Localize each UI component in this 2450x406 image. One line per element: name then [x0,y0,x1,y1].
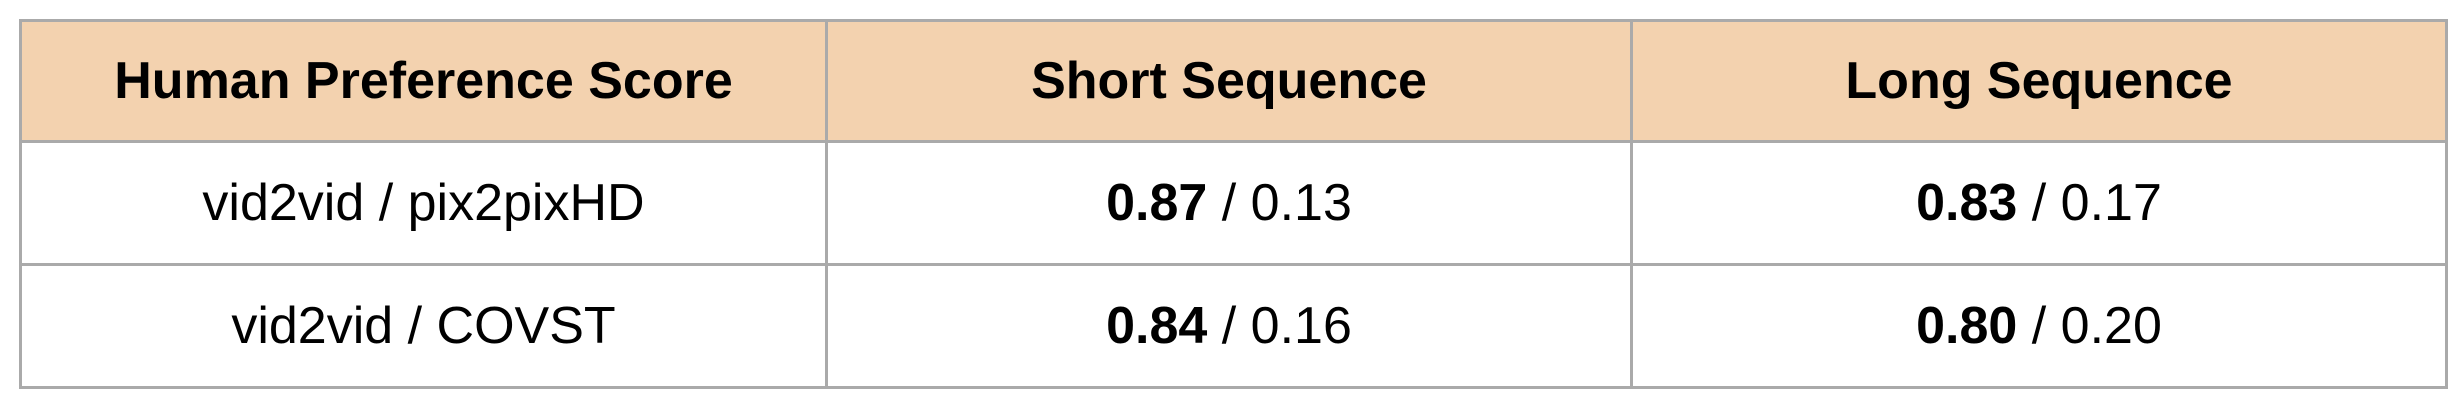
table-row: vid2vid / pix2pixHD 0.87 / 0.13 0.83 / 0… [19,140,2448,266]
table-header-row: Human Preference Score Short Sequence Lo… [19,19,2448,143]
long-sequence-cell: 0.80 / 0.20 [1630,263,2448,389]
short-sequence-cell: 0.87 / 0.13 [825,140,1633,266]
short-sequence-score-rest: / 0.16 [1207,297,1352,355]
short-sequence-score-rest: / 0.13 [1207,174,1352,232]
short-sequence-score-strong: 0.87 [1106,174,1208,232]
long-sequence-score-rest: / 0.17 [2017,174,2162,232]
table-row: vid2vid / COVST 0.84 / 0.16 0.80 / 0.20 [19,263,2448,389]
short-sequence-score-strong: 0.84 [1106,297,1208,355]
header-long-sequence: Long Sequence [1630,19,2448,143]
long-sequence-score-strong: 0.80 [1916,297,2018,355]
long-sequence-score-strong: 0.83 [1916,174,2018,232]
header-human-preference-score: Human Preference Score [19,19,828,143]
long-sequence-score-rest: / 0.20 [2017,297,2162,355]
short-sequence-cell: 0.84 / 0.16 [825,263,1633,389]
long-sequence-cell: 0.83 / 0.17 [1630,140,2448,266]
row-label: vid2vid / pix2pixHD [19,140,828,266]
header-short-sequence: Short Sequence [825,19,1633,143]
preference-score-table: Human Preference Score Short Sequence Lo… [19,19,2448,389]
row-label: vid2vid / COVST [19,263,828,389]
